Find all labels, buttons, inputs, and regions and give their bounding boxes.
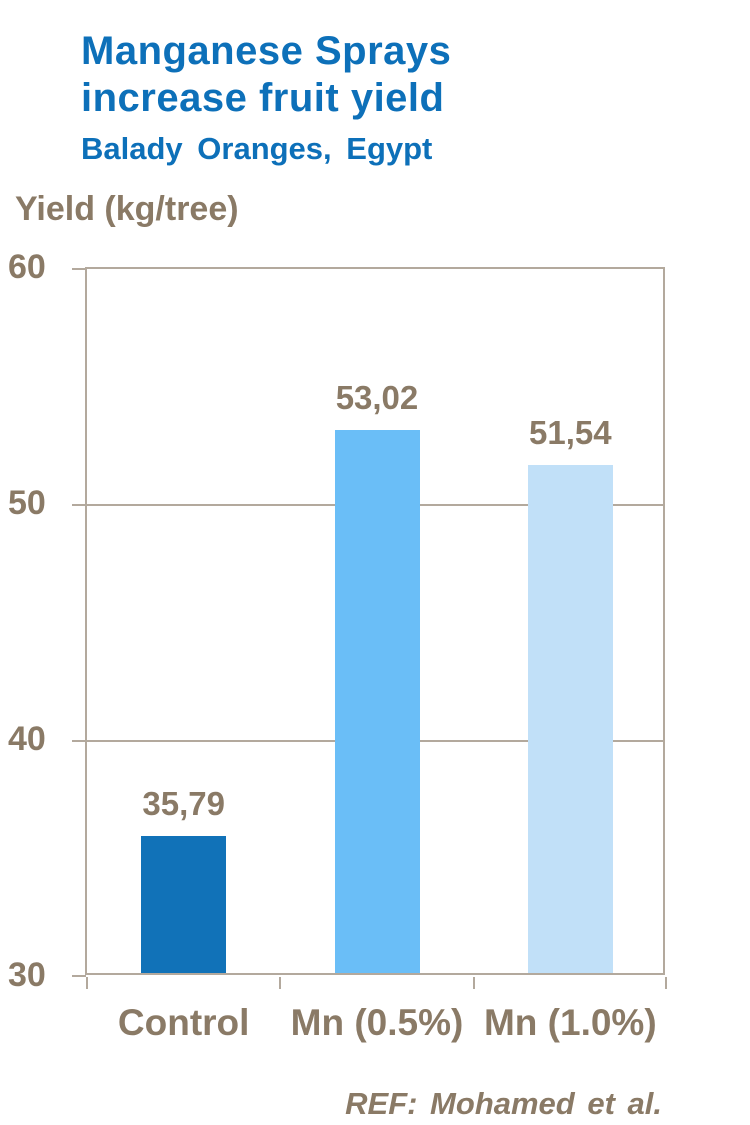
chart-title: Manganese Sprays increase fruit yield (81, 28, 451, 122)
x-tick-1 (279, 977, 282, 989)
value-label-mn-1-0: 51,54 (529, 413, 612, 451)
y-tick-40 (72, 740, 86, 742)
category-label-control: Control (117, 1002, 250, 1043)
category-label-mn-0-5: Mn (0.5%) (290, 1002, 464, 1043)
chart-title-line1: Manganese Sprays (81, 29, 452, 73)
x-tick-3 (665, 977, 667, 989)
bar-mn-1-0 (527, 464, 613, 973)
value-label-mn-0-5: 53,02 (335, 378, 419, 416)
x-tick-2 (472, 977, 475, 989)
x-tick-0 (86, 977, 88, 989)
y-axis-title: Yield (kg/tree) (15, 190, 239, 228)
reference-text: REF: Mohamed et al. (345, 1086, 662, 1121)
y-tick-60 (72, 268, 86, 270)
y-tick-50 (72, 504, 86, 506)
title-block: Manganese Sprays increase fruit yield Ba… (81, 28, 451, 167)
y-tick-label-40: 40 (8, 719, 46, 758)
y-tick-label-60: 60 (8, 247, 46, 286)
y-tick-30 (72, 975, 86, 977)
chart-subtitle: Balady Oranges, Egypt (81, 131, 433, 166)
value-label-control: 35,79 (142, 785, 225, 823)
chart-title-line2: increase fruit yield (81, 76, 445, 120)
category-label-mn-1-0: Mn (1.0%) (483, 1002, 657, 1043)
bar-mn-0-5 (334, 429, 420, 973)
y-tick-label-50: 50 (8, 483, 46, 522)
bar-control (141, 836, 227, 973)
y-tick-label-30: 30 (8, 955, 46, 994)
bar-chart-plot-area: 30 40 50 60 35,79 Control 53,02 Mn (0.5%) 51,54 M… (8, 248, 667, 1043)
